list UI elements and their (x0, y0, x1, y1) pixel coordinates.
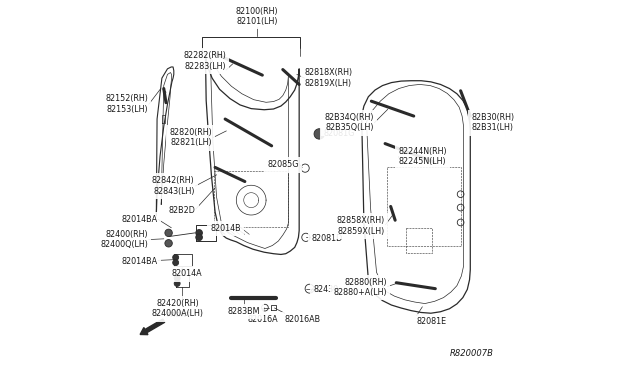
Text: 82081G: 82081G (324, 129, 355, 138)
Text: 82858X(RH)
82859X(LH): 82858X(RH) 82859X(LH) (337, 216, 385, 235)
Text: 82152(RH)
82153(LH): 82152(RH) 82153(LH) (105, 94, 148, 114)
Text: FRONT: FRONT (167, 312, 191, 318)
Text: 82818X(RH)
82819X(LH): 82818X(RH) 82819X(LH) (305, 68, 353, 88)
Text: 82016A: 82016A (248, 315, 278, 324)
Text: 82100(RH)
82101(LH): 82100(RH) 82101(LH) (236, 7, 278, 26)
Circle shape (165, 240, 172, 247)
Text: 82880(RH)
82880+A(LH): 82880(RH) 82880+A(LH) (333, 278, 387, 297)
Text: 82282(RH)
82283(LH): 82282(RH) 82283(LH) (184, 51, 227, 71)
Text: 82842(RH)
82843(LH): 82842(RH) 82843(LH) (152, 176, 195, 196)
Circle shape (173, 260, 179, 266)
Text: 82420(RH)
824000A(LH): 82420(RH) 824000A(LH) (152, 299, 204, 318)
Circle shape (314, 129, 324, 139)
Text: 8283BM: 8283BM (228, 307, 260, 316)
Circle shape (174, 280, 180, 286)
Circle shape (165, 229, 172, 237)
Text: 82B30(RH)
82B31(LH): 82B30(RH) 82B31(LH) (471, 113, 514, 132)
Text: 82B2D: 82B2D (168, 206, 195, 215)
Circle shape (173, 254, 179, 260)
Text: 82014A: 82014A (172, 269, 202, 278)
Text: 82400(RH)
82400Q(LH): 82400(RH) 82400Q(LH) (100, 230, 148, 249)
Text: 82430: 82430 (314, 285, 339, 294)
Text: R820007B: R820007B (450, 349, 494, 358)
Text: 82085G: 82085G (268, 160, 299, 169)
Text: 82081D: 82081D (311, 234, 342, 243)
Circle shape (196, 234, 202, 241)
Text: 82014BA: 82014BA (122, 215, 157, 224)
Text: 82820(RH)
82821(LH): 82820(RH) 82821(LH) (170, 128, 212, 147)
Text: 82014BA: 82014BA (122, 257, 157, 266)
Text: 82244N(RH)
82245N(LH): 82244N(RH) 82245N(LH) (398, 147, 447, 166)
Circle shape (174, 275, 180, 281)
Text: 82014B: 82014B (211, 224, 241, 233)
Text: 82B34Q(RH)
82B35Q(LH): 82B34Q(RH) 82B35Q(LH) (324, 113, 374, 132)
Text: 82016AB: 82016AB (284, 315, 321, 324)
Text: 82081E: 82081E (417, 317, 447, 326)
Circle shape (196, 230, 202, 236)
FancyArrow shape (140, 319, 164, 335)
